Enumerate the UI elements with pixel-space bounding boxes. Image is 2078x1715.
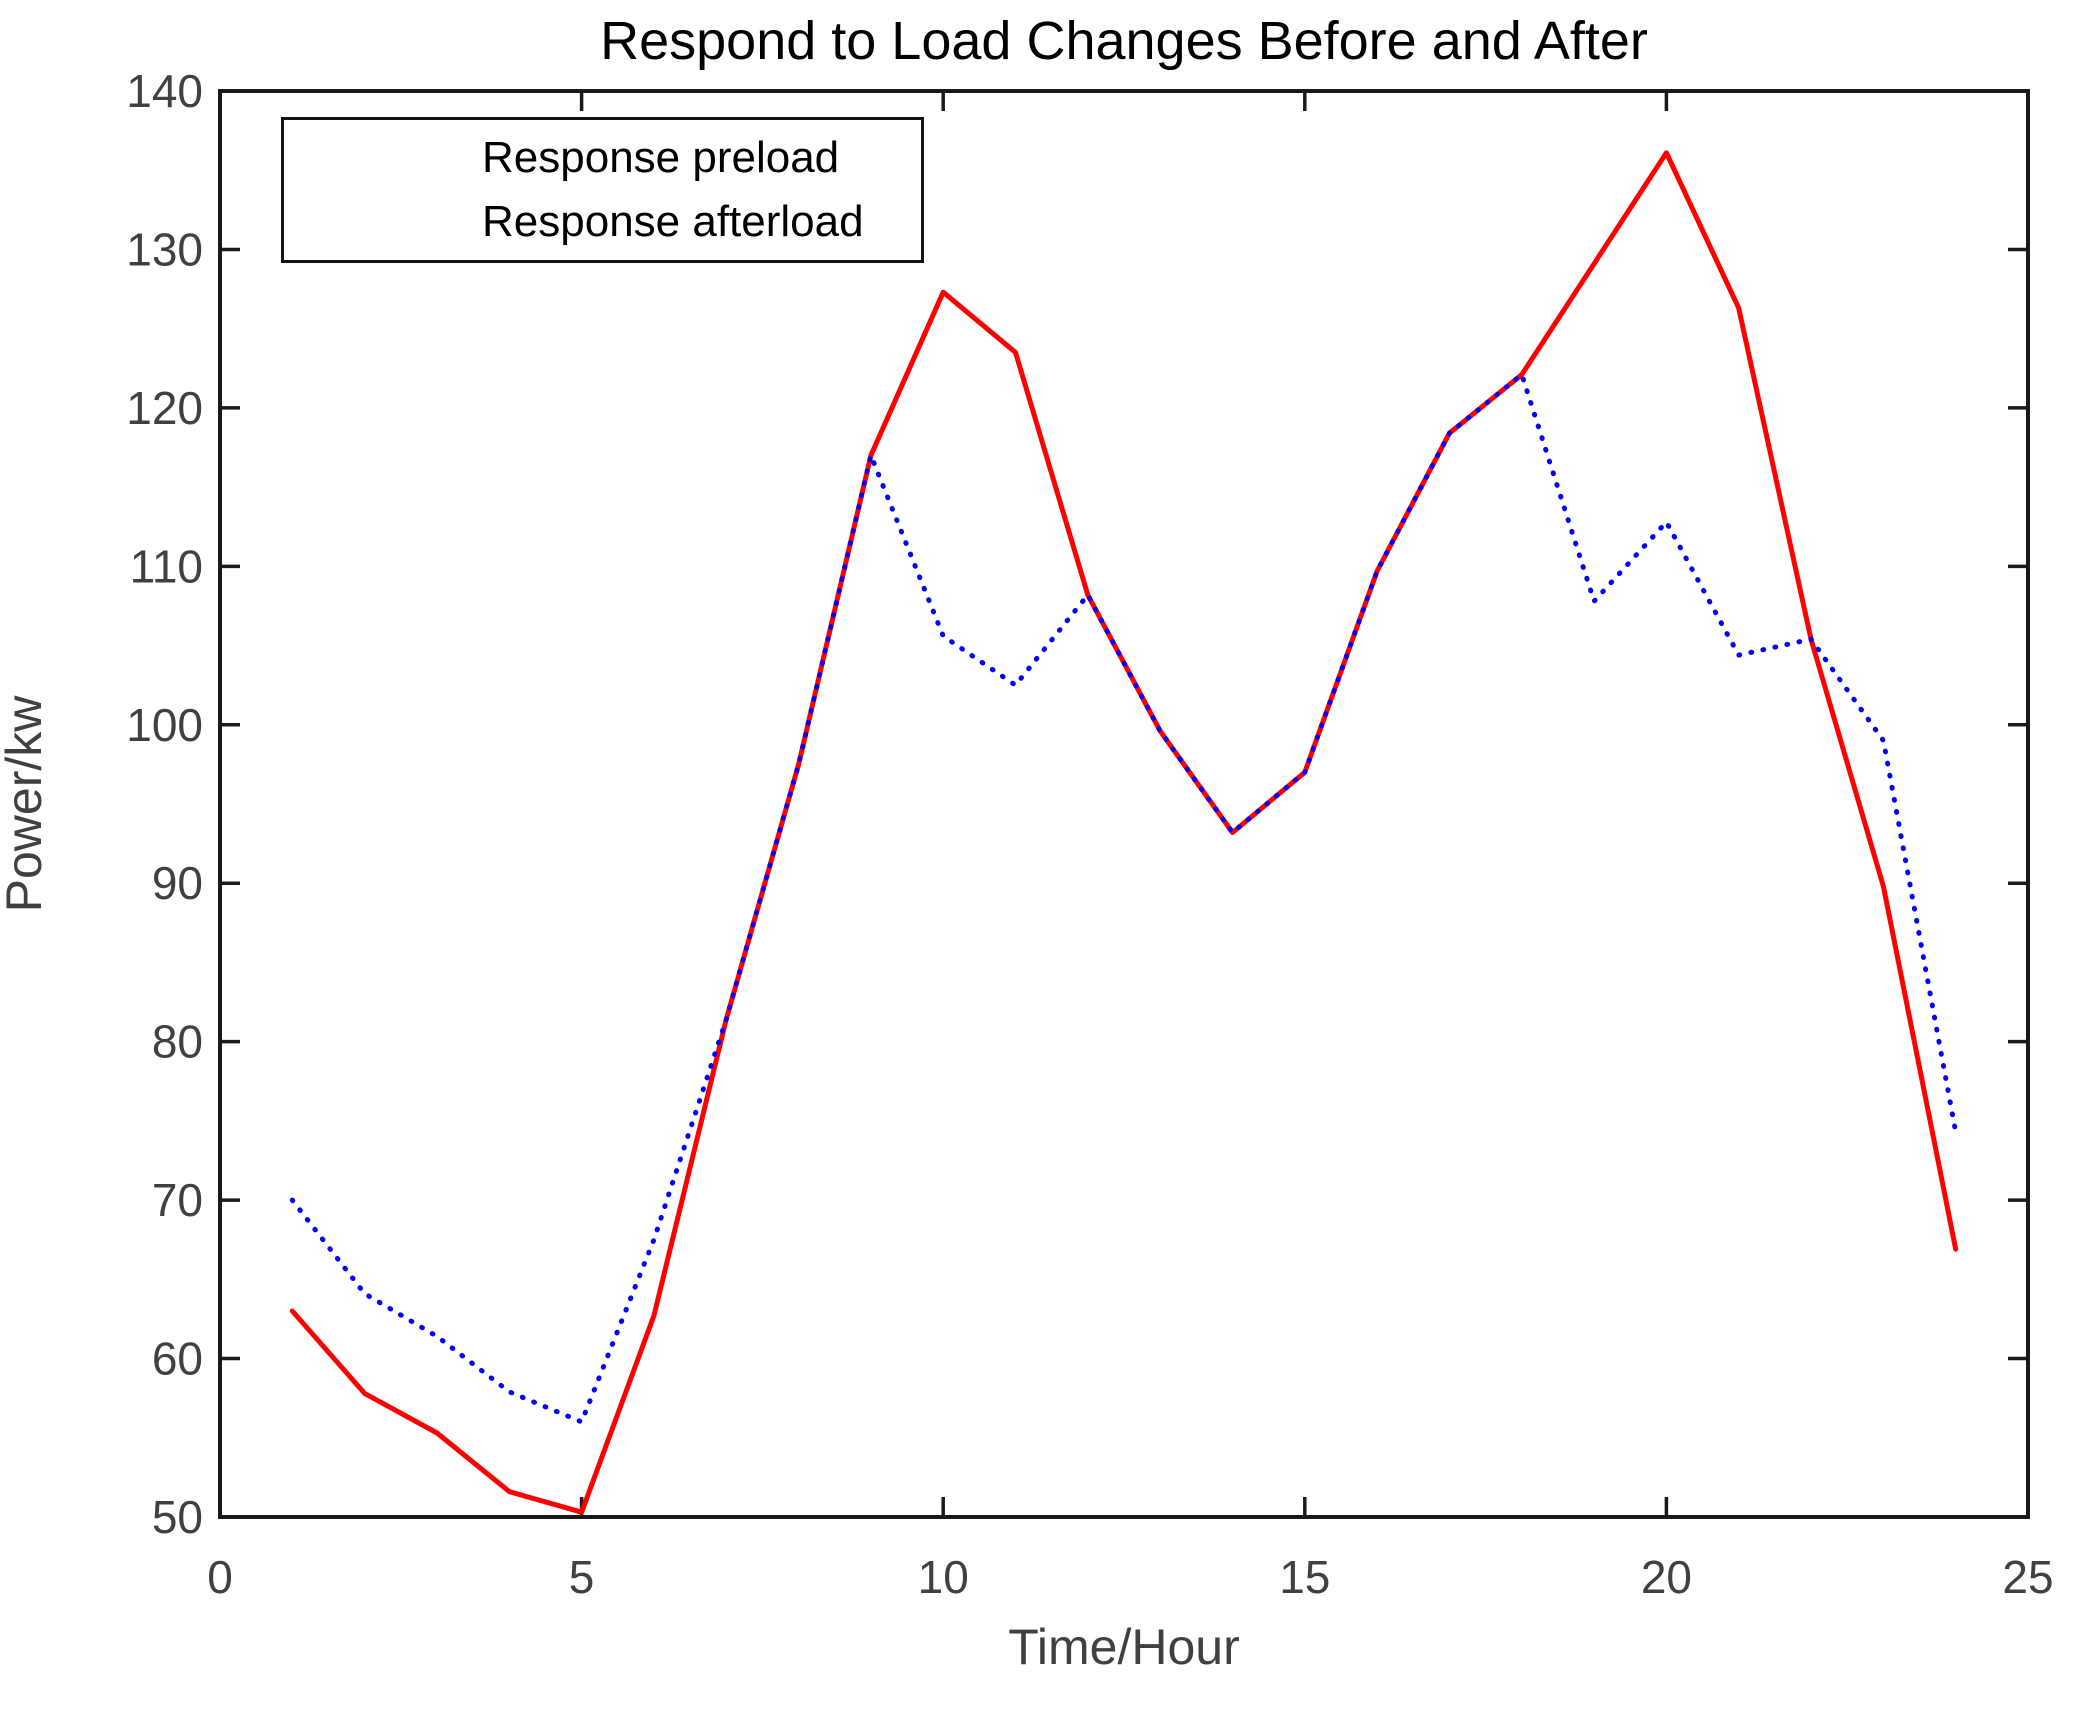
y-tick-label: 120 bbox=[126, 382, 203, 434]
x-tick-label: 5 bbox=[569, 1551, 595, 1603]
y-tick-label: 60 bbox=[152, 1333, 203, 1385]
x-tick-label: 0 bbox=[207, 1551, 233, 1603]
legend-item-preload: Response preload bbox=[300, 133, 921, 183]
y-tick-label: 90 bbox=[152, 857, 203, 909]
x-tick-label: 25 bbox=[2002, 1551, 2053, 1603]
y-tick-label: 130 bbox=[126, 223, 203, 275]
series-afterload-line bbox=[289, 372, 1959, 1425]
x-tick-label: 20 bbox=[1641, 1551, 1692, 1603]
legend-label-preload: Response preload bbox=[482, 133, 840, 183]
y-tick-label: 100 bbox=[126, 699, 203, 751]
y-tick-label: 50 bbox=[152, 1491, 203, 1543]
x-tick-label: 10 bbox=[918, 1551, 969, 1603]
plot-box bbox=[218, 89, 2030, 1519]
series-preload-line bbox=[289, 150, 1959, 1515]
legend-label-afterload: Response afterload bbox=[482, 196, 864, 246]
y-tick-label: 70 bbox=[152, 1174, 203, 1226]
x-tick-label: 15 bbox=[1279, 1551, 1330, 1603]
legend-item-afterload: Response afterload bbox=[300, 197, 921, 247]
y-tick-label: 110 bbox=[130, 540, 203, 592]
x-axis-label: Time/Hour bbox=[1008, 1619, 1240, 1675]
y-tick-label: 140 bbox=[126, 65, 203, 117]
chart-title: Respond to Load Changes Before and After bbox=[600, 11, 1648, 71]
y-tick-label: 80 bbox=[152, 1016, 203, 1068]
legend-box: Response preload Response afterload bbox=[281, 117, 924, 263]
